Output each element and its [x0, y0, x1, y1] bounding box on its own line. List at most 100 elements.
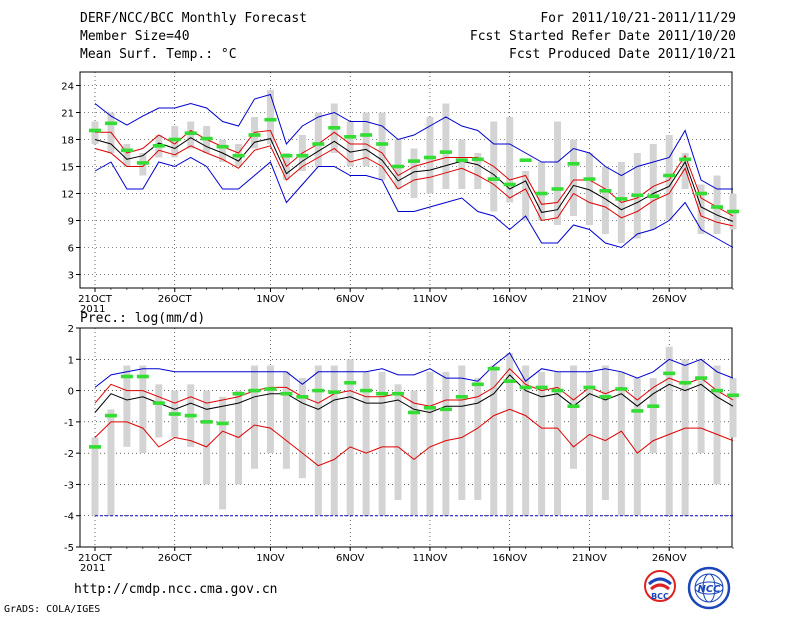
temp-ensemble-box: [585, 153, 593, 225]
prec-marker: [711, 388, 724, 393]
temp-marker: [312, 142, 325, 146]
temp-x-tick-label: 26NOV: [652, 294, 687, 305]
prec-marker: [376, 391, 389, 396]
temp-marker: [727, 209, 739, 214]
prec-ensemble-box: [219, 396, 227, 510]
prec-ensemble-box: [426, 371, 434, 516]
prec-ensemble-box: [139, 365, 147, 454]
temp-ensemble-box: [171, 126, 179, 158]
temp-x-tick-label: 6NOV: [336, 294, 365, 305]
temp-ensemble-box: [426, 117, 434, 194]
prec-y-tick-label: -4: [64, 512, 74, 523]
temp-marker: [264, 117, 277, 122]
prec-ensemble-box: [266, 365, 274, 454]
prec-marker: [168, 412, 181, 416]
temp-y-tick-label: 21: [61, 109, 74, 120]
temp-x-tick-label: 21NOV: [572, 294, 607, 305]
temp-mean-line: [94, 137, 734, 222]
prec-marker: [104, 413, 117, 418]
prec-marker: [535, 385, 548, 390]
temp-marker: [328, 126, 341, 130]
temp-ensemble-box: [266, 90, 274, 144]
temp-marker: [104, 121, 117, 126]
prec-ensemble-box: [123, 365, 131, 447]
temp-ensemble-box: [314, 112, 322, 167]
temp-ensemble-box: [601, 166, 609, 234]
temp-lower-spread-line: [94, 145, 734, 227]
prec-marker: [408, 410, 420, 415]
temp-ensemble-box: [538, 162, 546, 221]
prec-ensemble-box: [362, 371, 370, 516]
prec-marker: [184, 413, 197, 418]
footer-url[interactable]: http://cmdp.ncc.cma.gov.cn: [74, 582, 278, 597]
temp-y-tick-label: 9: [68, 217, 74, 228]
prec-marker: [695, 376, 708, 380]
prec-x-tick-label: 21OCT: [78, 553, 113, 564]
temp-y-tick-label: 15: [61, 163, 74, 174]
prec-ensemble-box: [298, 378, 306, 479]
bcc-logo: BCC: [640, 570, 680, 606]
prec-ensemble-box: [665, 346, 673, 516]
temp-marker: [679, 157, 692, 162]
prec-ensemble-box: [697, 359, 705, 454]
prec-x-tick-label: 6NOV: [336, 553, 365, 564]
temperature-panel: 3 6 9 12 15 18 21 24 21OCT 26OCT 1NOV 6NOV 11NOV 16NO…: [61, 71, 739, 315]
prec-x-tick-label: 16NOV: [492, 553, 527, 564]
prec-marker: [567, 404, 580, 409]
prec-marker: [615, 387, 628, 391]
prec-ensemble-box: [346, 359, 354, 516]
prec-ensemble-box: [601, 365, 609, 501]
prec-ensemble-box: [330, 365, 338, 516]
prec-ensemble-box: [155, 384, 163, 438]
prec-ensemble-box: [91, 437, 99, 516]
prec-ensemble-box: [394, 384, 402, 501]
prec-marker: [120, 374, 133, 379]
prec-mean-line: [94, 374, 734, 414]
prec-marker: [152, 401, 165, 405]
header-left-line-2: Member Size=40: [80, 29, 190, 44]
prec-y-tick-label: 0: [68, 387, 74, 398]
prec-marker: [631, 409, 644, 413]
temp-ensemble-box: [362, 112, 370, 167]
temp-marker: [583, 177, 596, 181]
temp-marker: [232, 153, 245, 158]
prec-ensemble-box: [633, 378, 641, 516]
prec-marker: [727, 393, 739, 398]
bcc-logo-text: BCC: [651, 592, 669, 601]
temp-ensemble-box: [442, 103, 450, 189]
prec-ensemble-box: [378, 371, 386, 516]
temp-marker: [184, 131, 197, 135]
prec-ensemble-box: [506, 353, 514, 516]
temp-marker: [567, 162, 580, 166]
prec-marker: [503, 379, 516, 383]
temp-marker: [503, 182, 516, 187]
temp-marker: [120, 148, 133, 153]
prec-marker: [89, 445, 101, 449]
temp-marker: [439, 150, 452, 154]
temp-envelope-high-line: [94, 93, 733, 190]
temp-upper-spread-line: [95, 129, 734, 217]
prec-ensemble-box: [585, 371, 593, 516]
prec-x-tick-label: 21NOV: [572, 553, 607, 564]
temp-ensemble-box: [713, 175, 721, 234]
prec-y-tick-label: -1: [64, 418, 74, 429]
temp-y-tick-label: 3: [68, 271, 74, 282]
prec-y-tick-label: -3: [64, 480, 74, 491]
prec-marker: [200, 420, 213, 424]
temp-marker: [631, 193, 644, 198]
temp-marker: [615, 197, 628, 201]
header-left-line-1: DERF/NCC/BCC Monthly Forecast: [80, 11, 307, 26]
prec-ensemble-box: [107, 409, 115, 516]
prec-ensemble-box: [251, 365, 258, 469]
prec-x-tick-label: 26OCT: [158, 553, 193, 564]
precipitation-panel: -5 -4 -3 -2 -1 0 1 2 21OCT 26OCT 1NOV 6NOV 11NOV 16NO…: [64, 324, 739, 574]
prec-ensemble-box: [458, 365, 466, 501]
grads-credit: GrADS: COLA/IGES: [4, 604, 101, 615]
temp-marker: [376, 142, 389, 146]
prec-marker: [392, 391, 405, 396]
temp-ensemble-box: [394, 139, 402, 189]
temp-marker: [487, 177, 500, 181]
temp-marker: [89, 128, 101, 133]
prec-marker: [248, 388, 261, 393]
